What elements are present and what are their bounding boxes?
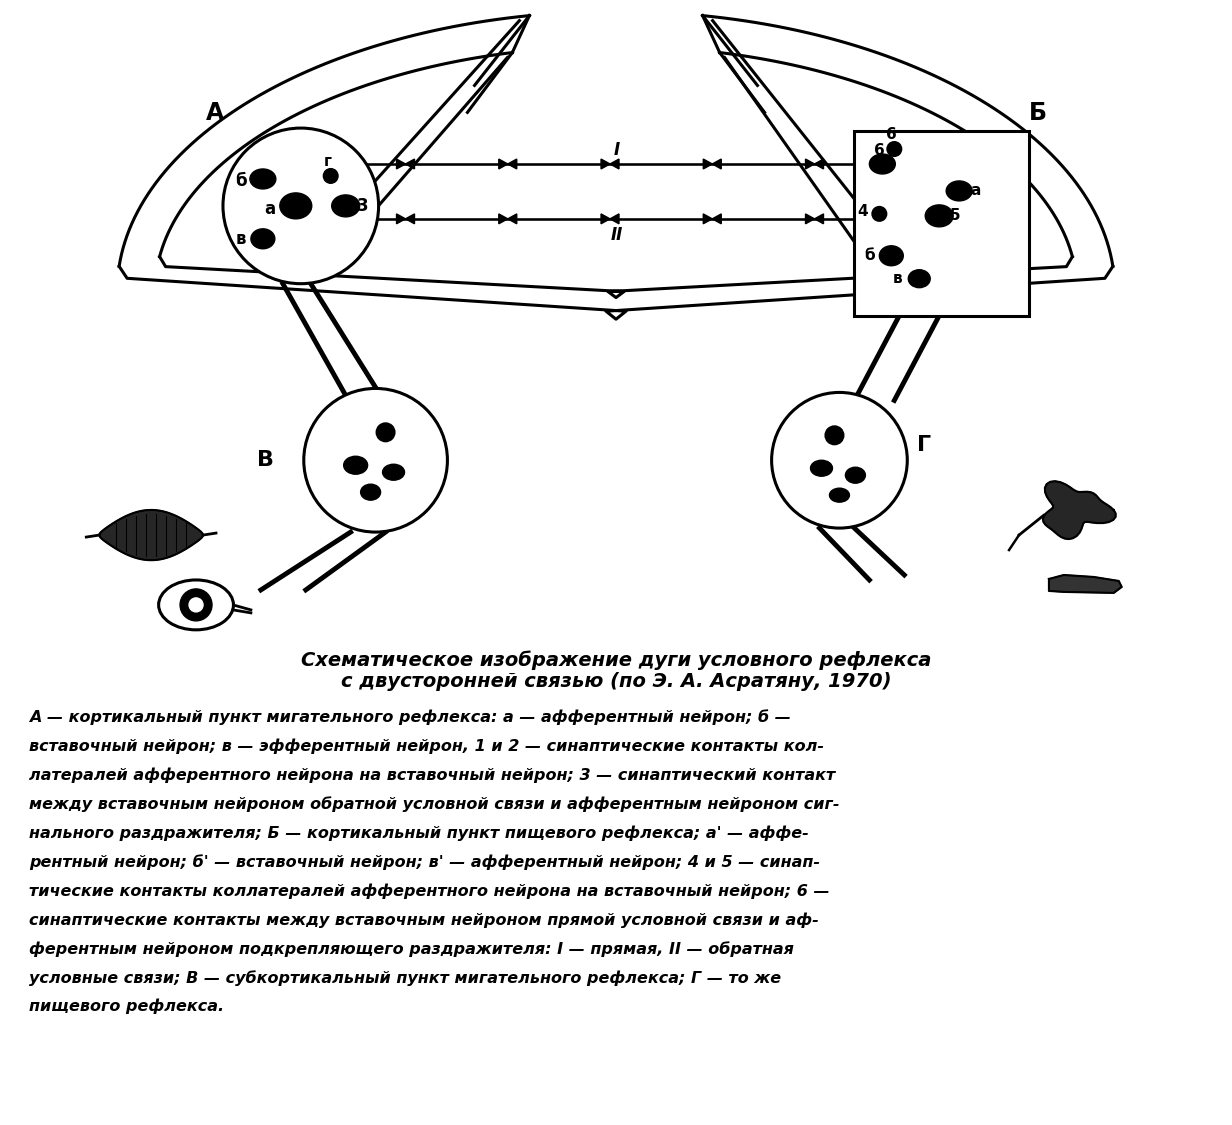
Text: Г: Г <box>917 435 931 456</box>
Ellipse shape <box>870 154 896 174</box>
Text: условные связи; В — субкортикальный пункт мигательного рефлекса; Г — то же: условные связи; В — субкортикальный пунк… <box>30 970 781 986</box>
Polygon shape <box>508 214 516 224</box>
Text: 6: 6 <box>873 143 885 158</box>
Circle shape <box>771 393 907 528</box>
Text: В: В <box>257 450 275 470</box>
Text: ферентным нейроном подкрепляющего раздражителя: I — прямая, II — обратная: ферентным нейроном подкрепляющего раздра… <box>30 942 795 956</box>
Text: б: б <box>864 249 875 263</box>
Ellipse shape <box>280 192 312 219</box>
Polygon shape <box>397 159 405 169</box>
Ellipse shape <box>811 460 833 476</box>
Text: Б: Б <box>1029 101 1047 125</box>
Polygon shape <box>1048 575 1122 593</box>
Text: в: в <box>892 271 902 286</box>
Polygon shape <box>814 159 823 169</box>
Circle shape <box>872 207 886 220</box>
Polygon shape <box>499 214 508 224</box>
Text: синаптические контакты между вставочным нейроном прямой условной связи и аф-: синаптические контакты между вставочным … <box>30 912 819 928</box>
Ellipse shape <box>344 457 367 475</box>
Text: 5: 5 <box>950 208 961 224</box>
Text: нального раздражителя; Б — кортикальный пункт пищевого рефлекса; а' — аффе-: нального раздражителя; Б — кортикальный … <box>30 826 809 840</box>
Circle shape <box>304 388 447 532</box>
Ellipse shape <box>829 488 849 502</box>
Polygon shape <box>601 159 610 169</box>
Ellipse shape <box>250 169 276 189</box>
Text: а: а <box>970 183 981 198</box>
Text: г: г <box>324 154 331 170</box>
Polygon shape <box>703 214 712 224</box>
Circle shape <box>180 588 212 621</box>
Bar <box>855 132 1029 316</box>
Polygon shape <box>1044 482 1116 539</box>
Ellipse shape <box>331 195 360 217</box>
Circle shape <box>377 423 394 441</box>
Circle shape <box>825 426 844 444</box>
Polygon shape <box>397 214 405 224</box>
Text: А: А <box>206 101 224 125</box>
Text: б: б <box>235 172 246 190</box>
Polygon shape <box>806 159 814 169</box>
Polygon shape <box>610 214 618 224</box>
Text: латералей афферентного нейрона на вставочный нейрон; 3 — синаптический контакт: латералей афферентного нейрона на вставо… <box>30 767 835 783</box>
Text: между вставочным нейроном обратной условной связи и афферентным нейроном сиг-: между вставочным нейроном обратной услов… <box>30 796 840 812</box>
Polygon shape <box>508 159 516 169</box>
Circle shape <box>188 597 203 612</box>
Text: 4: 4 <box>857 205 867 219</box>
Text: с двусторонней связью (по Э. А. Асратяну, 1970): с двусторонней связью (по Э. А. Асратяну… <box>341 673 891 691</box>
Text: I: I <box>614 141 620 159</box>
Circle shape <box>887 142 902 156</box>
Ellipse shape <box>925 205 954 227</box>
Text: 6: 6 <box>886 126 897 142</box>
Polygon shape <box>601 214 610 224</box>
Polygon shape <box>712 159 721 169</box>
Polygon shape <box>405 159 414 169</box>
Polygon shape <box>100 510 203 560</box>
Polygon shape <box>814 214 823 224</box>
Text: рентный нейрон; б' — вставочный нейрон; в' — афферентный нейрон; 4 и 5 — синап-: рентный нейрон; б' — вставочный нейрон; … <box>30 854 821 870</box>
Ellipse shape <box>880 245 903 266</box>
Ellipse shape <box>159 580 233 630</box>
Polygon shape <box>712 214 721 224</box>
Polygon shape <box>610 159 618 169</box>
Ellipse shape <box>908 270 930 288</box>
Polygon shape <box>499 159 508 169</box>
Ellipse shape <box>845 467 865 484</box>
Ellipse shape <box>946 181 972 201</box>
Polygon shape <box>703 159 712 169</box>
Ellipse shape <box>251 228 275 249</box>
Text: Схематическое изображение дуги условного рефлекса: Схематическое изображение дуги условного… <box>301 650 931 669</box>
Text: II: II <box>611 226 623 244</box>
Text: 3: 3 <box>357 197 368 215</box>
Ellipse shape <box>383 465 404 480</box>
Text: тические контакты коллатералей афферентного нейрона на вставочный нейрон; 6 —: тические контакты коллатералей афферентн… <box>30 883 830 899</box>
Circle shape <box>223 128 378 284</box>
Text: а: а <box>265 200 276 218</box>
Text: вставочный нейрон; в — эфферентный нейрон, 1 и 2 — синаптические контакты кол-: вставочный нейрон; в — эфферентный нейро… <box>30 739 824 754</box>
Ellipse shape <box>361 484 381 501</box>
Polygon shape <box>405 214 414 224</box>
Text: А — кортикальный пункт мигательного рефлекса: а — афферентный нейрон; б —: А — кортикальный пункт мигательного рефл… <box>30 710 791 726</box>
Text: в: в <box>235 229 246 248</box>
Circle shape <box>324 169 338 183</box>
Text: пищевого рефлекса.: пищевого рефлекса. <box>30 999 224 1015</box>
Polygon shape <box>806 214 814 224</box>
